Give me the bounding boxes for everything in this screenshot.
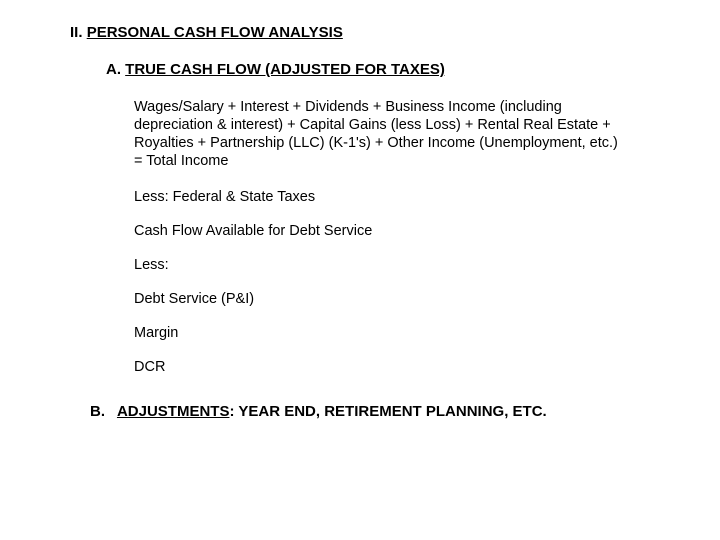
line-debt-service: Debt Service (P&I) — [134, 291, 630, 307]
subsection-a: A. TRUE CASH FLOW (ADJUSTED FOR TAXES) W… — [106, 61, 670, 375]
line-less-taxes: Less: Federal & State Taxes — [134, 189, 630, 205]
subsection-a-title: TRUE CASH FLOW (ADJUSTED FOR TAXES) — [125, 61, 445, 78]
subsection-b-title-rest: : YEAR END, RETIREMENT PLANNING, ETC. — [229, 403, 546, 420]
line-less: Less: — [134, 257, 630, 273]
line-dcr: DCR — [134, 359, 630, 375]
subsection-a-heading: A. TRUE CASH FLOW (ADJUSTED FOR TAXES) — [106, 61, 670, 78]
section-number: II. — [70, 24, 83, 41]
section-heading: II. PERSONAL CASH FLOW ANALYSIS — [70, 24, 670, 41]
subsection-b: B. ADJUSTMENTS: YEAR END, RETIREMENT PLA… — [90, 403, 670, 420]
section-title: PERSONAL CASH FLOW ANALYSIS — [87, 24, 343, 41]
subsection-a-letter: A. — [106, 61, 121, 78]
subsection-b-letter: B. — [90, 403, 105, 420]
line-margin: Margin — [134, 325, 630, 341]
subsection-b-title-underlined: ADJUSTMENTS — [117, 403, 230, 420]
document-page: II. PERSONAL CASH FLOW ANALYSIS A. TRUE … — [0, 0, 720, 444]
income-formula: Wages/Salary + Interest + Dividends + Bu… — [134, 98, 630, 171]
subsection-a-body: Wages/Salary + Interest + Dividends + Bu… — [134, 98, 630, 375]
line-cash-flow-available: Cash Flow Available for Debt Service — [134, 223, 630, 239]
